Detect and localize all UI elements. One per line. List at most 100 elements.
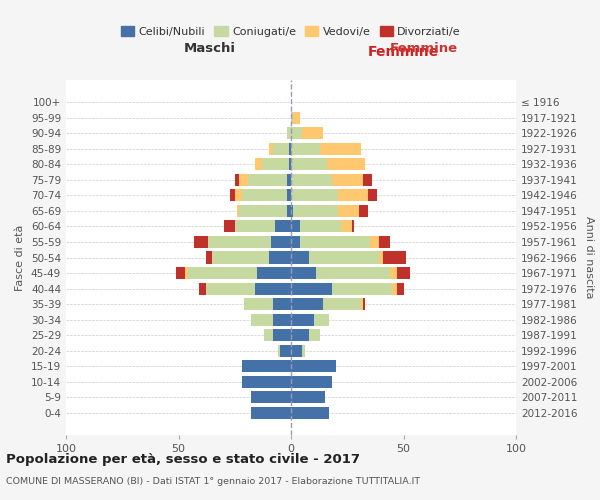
Bar	[289, 142, 291, 155]
Bar	[359, 205, 367, 217]
Bar	[379, 236, 390, 248]
Bar	[287, 205, 291, 217]
Bar	[309, 329, 320, 341]
Bar	[255, 158, 262, 170]
Bar	[269, 252, 291, 264]
Bar	[327, 158, 365, 170]
Bar	[293, 205, 338, 217]
Bar	[291, 344, 302, 356]
Bar	[291, 314, 314, 326]
Bar	[185, 267, 187, 279]
Bar	[230, 190, 235, 202]
Bar	[320, 142, 361, 155]
Bar	[287, 190, 291, 202]
Bar	[352, 220, 354, 232]
Bar	[241, 360, 291, 372]
Bar	[251, 406, 291, 419]
Bar	[293, 112, 300, 124]
Bar	[291, 205, 293, 217]
Bar	[379, 252, 383, 264]
Y-axis label: Anni di nascita: Anni di nascita	[584, 216, 594, 298]
Bar	[262, 158, 289, 170]
Bar	[291, 127, 302, 140]
Bar	[291, 220, 300, 232]
Bar	[241, 190, 287, 202]
Bar	[367, 190, 377, 202]
Bar	[291, 267, 316, 279]
Bar	[244, 298, 273, 310]
Bar	[251, 391, 291, 404]
Bar	[291, 158, 327, 170]
Bar	[363, 298, 365, 310]
Text: Femmine: Femmine	[368, 44, 439, 59]
Bar	[291, 376, 331, 388]
Bar	[235, 220, 275, 232]
Bar	[239, 205, 287, 217]
Bar	[255, 282, 291, 294]
Bar	[235, 190, 241, 202]
Bar	[291, 174, 331, 186]
Bar	[331, 174, 363, 186]
Bar	[287, 127, 291, 140]
Bar	[338, 205, 359, 217]
Bar	[291, 406, 329, 419]
Bar	[273, 329, 291, 341]
Bar	[370, 236, 379, 248]
Bar	[291, 236, 300, 248]
Bar	[291, 252, 309, 264]
Bar	[309, 252, 379, 264]
Bar	[277, 344, 280, 356]
Bar	[300, 236, 370, 248]
Bar	[291, 282, 331, 294]
Bar	[264, 329, 273, 341]
Text: COMUNE DI MASSERANO (BI) - Dati ISTAT 1° gennaio 2017 - Elaborazione TUTTITALIA.: COMUNE DI MASSERANO (BI) - Dati ISTAT 1°…	[6, 478, 420, 486]
Bar	[397, 267, 410, 279]
Bar	[323, 298, 361, 310]
Y-axis label: Fasce di età: Fasce di età	[16, 224, 25, 290]
Bar	[392, 282, 397, 294]
Bar	[341, 220, 352, 232]
Text: Maschi: Maschi	[184, 42, 236, 55]
Bar	[237, 205, 239, 217]
Text: Popolazione per età, sesso e stato civile - 2017: Popolazione per età, sesso e stato civil…	[6, 452, 360, 466]
Bar	[205, 252, 212, 264]
Bar	[235, 174, 239, 186]
Bar	[316, 267, 390, 279]
Bar	[291, 298, 323, 310]
Bar	[248, 174, 287, 186]
Bar	[275, 220, 291, 232]
Bar	[363, 174, 372, 186]
Bar	[199, 282, 205, 294]
Bar	[291, 329, 309, 341]
Bar	[239, 174, 248, 186]
Bar	[291, 142, 320, 155]
Bar	[273, 314, 291, 326]
Bar	[208, 236, 271, 248]
Bar	[383, 252, 406, 264]
Bar	[271, 236, 291, 248]
Bar	[291, 391, 325, 404]
Bar	[212, 252, 269, 264]
Bar	[390, 267, 397, 279]
Bar	[302, 344, 305, 356]
Bar	[361, 298, 363, 310]
Bar	[287, 174, 291, 186]
Bar	[291, 190, 338, 202]
Bar	[251, 314, 273, 326]
Bar	[300, 220, 341, 232]
Bar	[269, 142, 273, 155]
Text: Femmine: Femmine	[389, 42, 458, 55]
Bar	[280, 344, 291, 356]
Bar	[273, 142, 289, 155]
Bar	[223, 220, 235, 232]
Bar	[205, 282, 255, 294]
Bar	[257, 267, 291, 279]
Bar	[291, 360, 336, 372]
Bar	[176, 267, 185, 279]
Bar	[397, 282, 404, 294]
Bar	[187, 267, 257, 279]
Bar	[289, 158, 291, 170]
Bar	[302, 127, 323, 140]
Bar	[241, 376, 291, 388]
Bar	[273, 298, 291, 310]
